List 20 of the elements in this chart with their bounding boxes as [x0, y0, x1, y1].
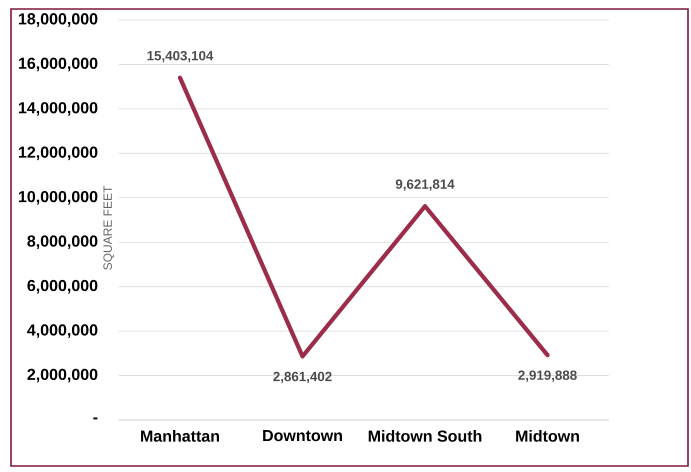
y-tick-label: 6,000,000 [27, 280, 98, 294]
y-tick-label: 10,000,000 [18, 190, 98, 205]
y-tick-label: 2,000,000 [27, 368, 98, 382]
y-axis-title: SQUARE FEET [103, 186, 114, 270]
x-tick-label: Downtown [263, 430, 342, 442]
x-tick-label: Midtown South [368, 430, 482, 442]
data-label: 2,919,888 [518, 370, 577, 382]
x-tick-label: Midtown [516, 430, 579, 442]
y-tick-label: 8,000,000 [27, 235, 98, 250]
x-tick-label: Manhattan [141, 430, 220, 442]
y-tick-label: 16,000,000 [18, 58, 98, 72]
y-tick-label: - [93, 417, 98, 420]
data-label: 15,403,104 [147, 50, 214, 62]
y-tick-label: 4,000,000 [27, 324, 98, 338]
data-label: 9,621,814 [396, 179, 455, 191]
y-tick-label: 18,000,000 [18, 13, 98, 27]
data-label: 2,861,402 [273, 372, 332, 384]
y-tick-label: 12,000,000 [18, 146, 98, 160]
y-tick-label: 14,000,000 [18, 102, 98, 116]
line-series [178, 76, 550, 359]
